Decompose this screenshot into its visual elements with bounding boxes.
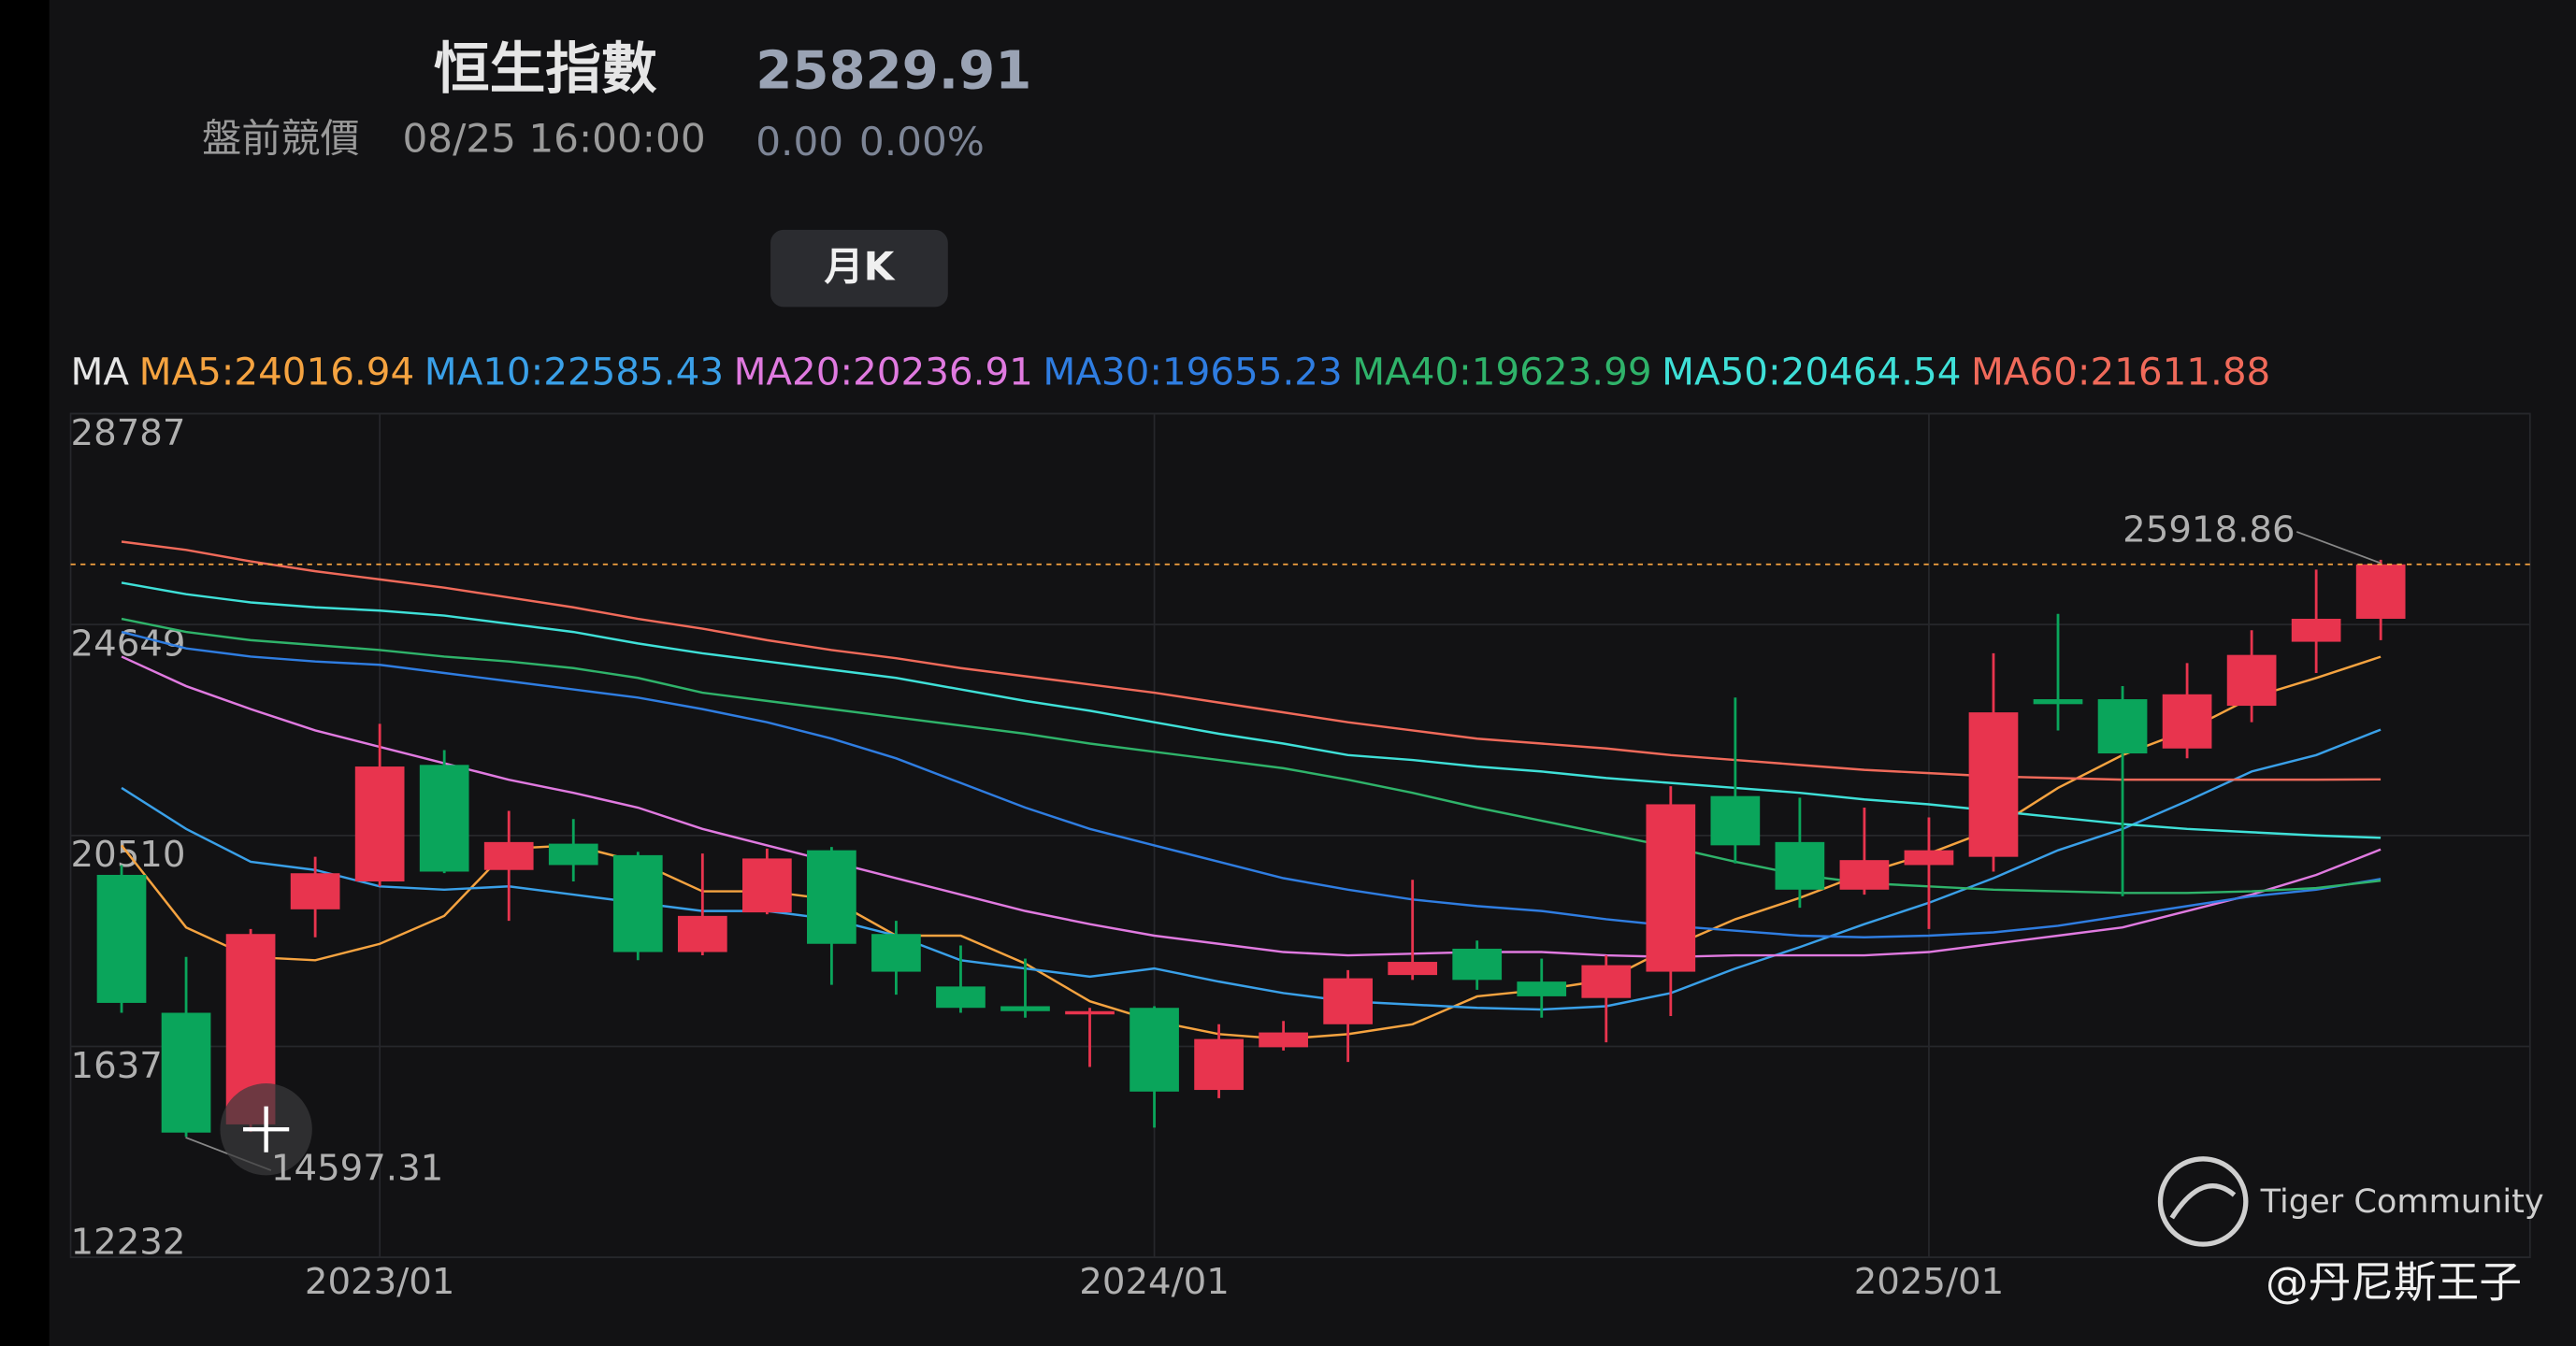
legend-entry: MA60:21611.88	[1971, 349, 2270, 394]
candle-body	[548, 843, 598, 866]
candle-body	[161, 1012, 211, 1133]
ma-line	[121, 655, 2382, 959]
candle-body	[2355, 564, 2406, 619]
ma-line	[121, 630, 2382, 938]
candle-body	[1323, 978, 1374, 1024]
candle-body	[1452, 948, 1503, 981]
candle-body	[2097, 699, 2148, 754]
legend-entry: MA10:22585.43	[425, 349, 724, 394]
x-tick-label: 2024/01	[1079, 1261, 1230, 1303]
candle-body	[1775, 841, 1825, 890]
candle-body	[1581, 965, 1632, 998]
candle-body	[612, 854, 663, 952]
brand-logo	[2157, 1156, 2249, 1247]
ma-line	[121, 728, 2382, 1011]
candle-body	[96, 874, 147, 1003]
background	[49, 0, 2576, 1346]
candle-body	[354, 766, 405, 882]
legend-entry: MA20:20236.91	[734, 349, 1033, 394]
candle-body	[1839, 860, 1890, 890]
candle-body	[1130, 1008, 1179, 1092]
candle-body	[1710, 795, 1761, 846]
legend-entry: MA30:19655.23	[1043, 349, 1342, 394]
change-pct: 0.00%	[859, 119, 985, 165]
candle-body	[1065, 1010, 1115, 1015]
legend-entry: MA40:19623.99	[1352, 349, 1651, 394]
status: 盤前競價	[202, 116, 360, 162]
candle-body	[1517, 981, 1567, 996]
candle-body	[1259, 1032, 1308, 1048]
candle-body	[290, 873, 340, 909]
price: 25829.91	[756, 41, 1031, 102]
left-edge	[0, 0, 50, 1346]
candle-body	[1194, 1038, 1244, 1091]
tab-label[interactable]: 月K	[825, 244, 896, 290]
low-label: 14597.31	[271, 1148, 443, 1190]
author: @丹尼斯王子	[2266, 1258, 2522, 1308]
candle-body	[677, 915, 727, 952]
tab-background[interactable]	[770, 229, 948, 308]
candle-body	[741, 858, 792, 913]
x-tick-label: 2023/01	[305, 1261, 455, 1303]
candle-body	[1388, 962, 1438, 976]
candle-body	[2291, 618, 2341, 642]
y-tick-label: 28787	[71, 412, 186, 454]
brand: Tiger Community	[2260, 1182, 2544, 1221]
brand-logo-mark	[2169, 1183, 2237, 1220]
crosshair-icon	[243, 1106, 290, 1153]
candle-body	[1646, 804, 1696, 972]
candle-body	[2033, 699, 2083, 705]
legend-entry: MA5:24016.94	[139, 349, 415, 394]
ma-line	[121, 617, 2382, 895]
legend: MA MA5:24016.94 MA10:22585.43 MA20:20236.91…	[71, 349, 2271, 394]
tab-button[interactable]: 月K	[770, 229, 948, 308]
candle-body	[2226, 654, 2277, 707]
y-tick-label: 12232	[71, 1222, 186, 1264]
candle-body	[871, 934, 921, 972]
candle-body	[483, 841, 534, 870]
datetime: 08/25 16:00:00	[402, 116, 705, 162]
candle-body	[419, 765, 469, 872]
high-label: 25918.86	[2123, 508, 2295, 551]
legend-entry: MA50:20464.54	[1662, 349, 1961, 394]
candle-body	[1968, 712, 2019, 857]
legend-title: MA	[71, 349, 130, 394]
candle-body	[807, 850, 856, 944]
candle-body	[936, 986, 986, 1009]
candle-body	[1000, 1006, 1050, 1011]
high-leader	[2296, 531, 2382, 565]
candle-body	[1904, 850, 1954, 866]
index-title: 恒生指數	[434, 37, 657, 102]
x-tick-label: 2025/01	[1854, 1261, 2005, 1303]
candle-body	[2162, 694, 2212, 749]
change: 0.00	[756, 119, 843, 165]
